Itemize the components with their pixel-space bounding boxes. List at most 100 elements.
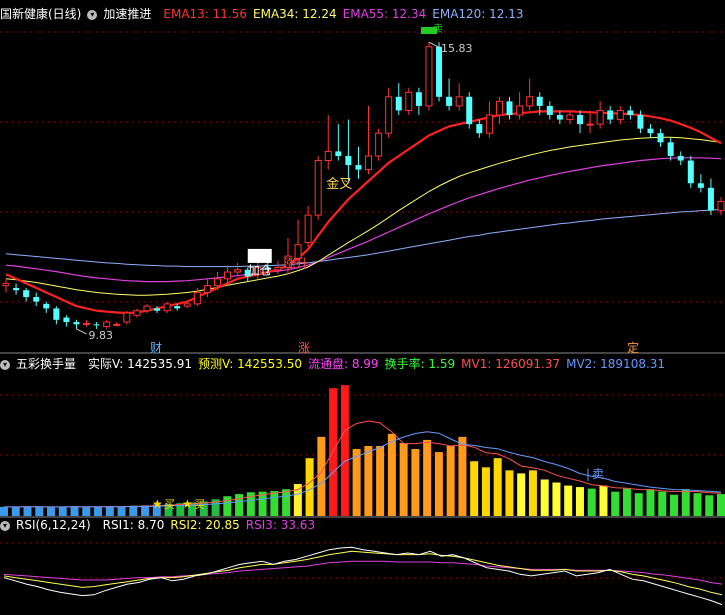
volume-bar <box>634 493 643 516</box>
ema13-legend: EMA13: 11.56 <box>163 7 248 21</box>
candle-body <box>707 187 714 211</box>
volume-bar <box>705 495 714 516</box>
candle-body <box>335 151 342 156</box>
ema55-legend: EMA55: 12.34 <box>342 7 427 21</box>
volume-bar <box>552 482 561 516</box>
candle-body <box>123 312 131 323</box>
candle-body <box>203 285 211 293</box>
rsi2-line <box>3 550 723 596</box>
rsi3-line <box>3 560 723 585</box>
candle-body <box>687 160 694 184</box>
volume-bar <box>352 449 361 516</box>
candle-body <box>415 92 422 106</box>
volume-bar <box>11 506 20 516</box>
indicator-name: 加速推进 <box>103 7 152 21</box>
candle-body <box>314 160 322 216</box>
float-shares-legend: 流通盘: 8.99 <box>307 357 379 371</box>
candle-body <box>446 96 453 106</box>
volume-bar <box>58 506 67 516</box>
surge-label: 涨升 <box>284 255 308 270</box>
candle-body <box>677 155 684 161</box>
candle-body <box>485 114 493 134</box>
stock-title: 国新健康(日线) <box>0 7 82 21</box>
candle-body <box>73 322 80 325</box>
volume-bar <box>693 493 702 516</box>
rsi-header: ▾ RSI(6,12,24) RSI1: 8.70 RSI2: 20.85 RSI3: … <box>0 516 321 534</box>
buy-label: 买 <box>194 498 205 511</box>
mv2-legend: MV2: 189108.31 <box>566 357 666 371</box>
mv1-legend: MV1: 126091.37 <box>461 357 561 371</box>
candle-body <box>355 165 362 170</box>
candle-body <box>586 123 594 126</box>
actual-volume-legend: 实际V: 142535.91 <box>88 357 192 371</box>
rsi-title: RSI(6,12,24) <box>16 518 91 532</box>
chevron-down-icon: ▾ <box>0 360 10 370</box>
low-price-label: 9.83 <box>88 329 113 342</box>
ema55-line <box>5 157 722 283</box>
volume-bar <box>669 494 678 516</box>
volume-bar <box>517 473 526 516</box>
volume-bar <box>646 489 655 516</box>
candle-body <box>174 306 181 309</box>
volume-bar <box>434 452 443 516</box>
candle-body <box>526 96 534 107</box>
candle-body <box>607 110 614 120</box>
volume-bar <box>540 479 549 516</box>
candle-body <box>224 271 232 280</box>
volume-toggle[interactable]: ▾ 五彩换手量 <box>0 357 82 371</box>
candle-body <box>294 244 302 259</box>
candle-body <box>365 155 373 171</box>
candle-body <box>53 308 60 320</box>
candle-body <box>345 155 352 166</box>
candle-body <box>83 322 91 325</box>
candle-body <box>193 291 201 305</box>
volume-bar <box>364 446 373 516</box>
candle-body <box>455 96 463 107</box>
candle-body <box>616 109 624 121</box>
volume-bar <box>211 499 220 516</box>
golden-cross-label: 金叉 <box>326 176 352 192</box>
candle-body <box>304 214 312 243</box>
volume-bar <box>70 506 79 516</box>
candle-body <box>536 96 543 106</box>
volume-bar <box>317 436 326 516</box>
volume-title: 五彩换手量 <box>16 357 77 371</box>
candle-body <box>234 269 242 273</box>
bottom-tag: 涨 <box>298 340 310 355</box>
sell-marker-box <box>420 27 437 34</box>
rsi2-legend: RSI2: 20.85 <box>170 518 240 532</box>
volume-bar <box>117 506 126 516</box>
candle-body <box>436 46 443 97</box>
ema120-line <box>5 208 722 268</box>
candle-body <box>476 124 483 134</box>
candle-body <box>717 200 725 212</box>
volume-bar <box>481 467 490 516</box>
candle-body <box>697 183 704 188</box>
candle-body <box>284 255 292 268</box>
volume-bar <box>458 436 467 516</box>
rsi1-legend: RSI1: 8.70 <box>102 518 165 532</box>
candle-body <box>274 266 282 271</box>
buy-star-icon: ★ <box>152 497 163 511</box>
candle-body <box>183 303 191 307</box>
volume-bar <box>188 502 197 516</box>
candle-body <box>466 96 473 125</box>
rsi1-line <box>3 546 723 606</box>
indicator-toggle[interactable]: ▾ 加速推进 <box>87 7 157 21</box>
volume-bar <box>82 506 91 516</box>
add-position-box <box>247 248 272 263</box>
main-header: 国新健康(日线) ▾ 加速推进 EMA13: 11.56 EMA34: 12.24 EMA… <box>0 5 530 23</box>
volume-bar <box>658 491 667 516</box>
turnover-legend: 换手率: 1.59 <box>384 357 456 371</box>
ema120-legend: EMA120: 12.13 <box>432 7 524 21</box>
candle-body <box>63 317 70 323</box>
volume-bar <box>293 484 302 516</box>
candle-body <box>244 269 251 277</box>
candle-body <box>103 321 111 328</box>
volume-bar <box>305 458 314 516</box>
rsi-toggle[interactable]: ▾ RSI(6,12,24) <box>0 518 97 532</box>
candle-body <box>375 132 383 157</box>
candle-body <box>13 287 20 291</box>
add-position-label: 加仓 <box>248 263 272 277</box>
volume-bar <box>470 461 479 516</box>
